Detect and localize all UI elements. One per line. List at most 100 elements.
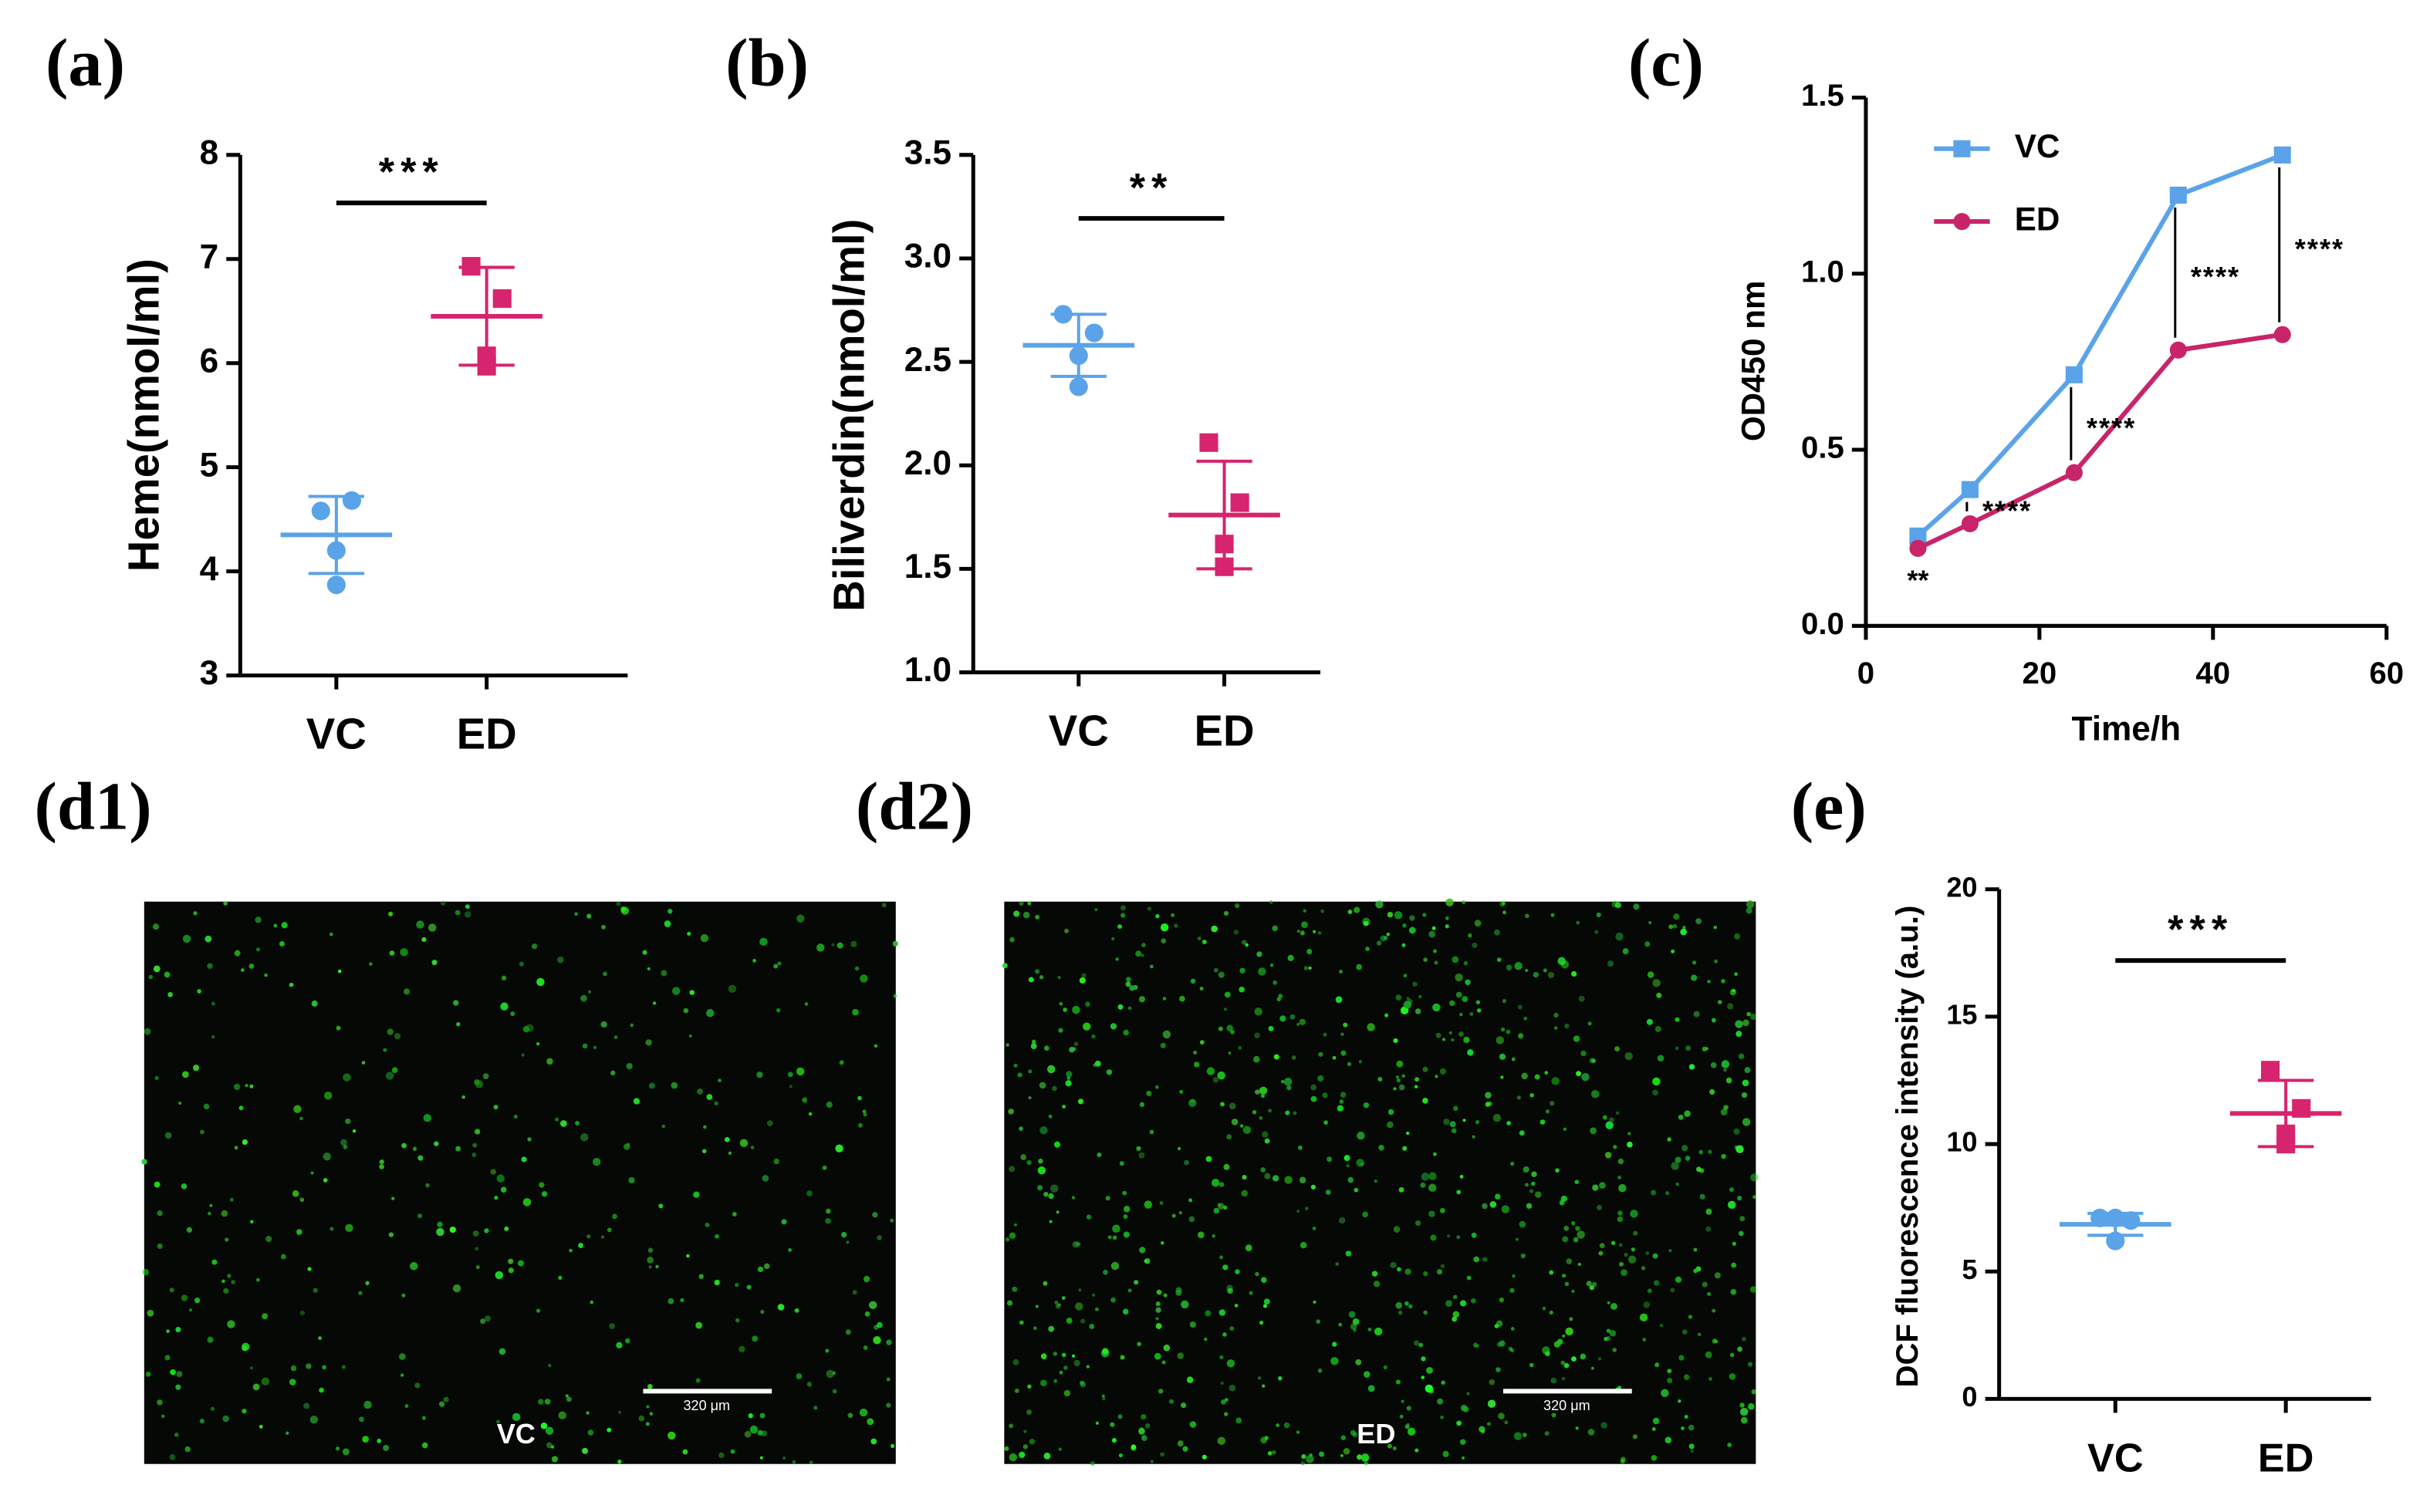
cell [1571, 1220, 1576, 1226]
cell [1235, 903, 1240, 909]
cell [1332, 1342, 1337, 1347]
cell [1027, 1384, 1032, 1389]
cell [1138, 996, 1146, 1003]
cell [569, 1248, 573, 1253]
cell [1472, 1135, 1475, 1139]
cell [290, 1365, 297, 1372]
cell [1352, 1318, 1360, 1325]
cell [1287, 954, 1294, 961]
cell [1610, 1303, 1617, 1310]
cell [1618, 1261, 1624, 1267]
cell [1375, 900, 1384, 909]
cell [667, 1298, 674, 1304]
cell [1043, 1281, 1048, 1286]
cell [1607, 960, 1614, 967]
cell [299, 1197, 305, 1203]
cell [781, 1219, 787, 1225]
significance-label: **** [2087, 412, 2136, 444]
cell [886, 1402, 891, 1408]
cell [1573, 1035, 1580, 1042]
cell [299, 1310, 305, 1316]
cell [1038, 1158, 1043, 1164]
cell [1590, 1366, 1595, 1370]
cell [1131, 1444, 1137, 1450]
cell [759, 937, 768, 947]
cell [1599, 1243, 1605, 1249]
cell [590, 1300, 594, 1304]
cell [1193, 1061, 1200, 1068]
cell [804, 1002, 809, 1006]
cell [1705, 1351, 1712, 1358]
cell [1533, 971, 1539, 978]
cell [1446, 1234, 1451, 1238]
cell [1340, 1453, 1344, 1458]
cell [1551, 1412, 1556, 1418]
cell [1348, 1311, 1356, 1318]
cell [455, 910, 461, 916]
cell [1347, 1061, 1352, 1067]
cell [620, 906, 627, 913]
cell [1617, 1216, 1624, 1223]
cell [1219, 1255, 1224, 1260]
cell [404, 1404, 409, 1409]
cell [1714, 1339, 1719, 1344]
cell [680, 1298, 684, 1303]
panel-label: (c) [1628, 25, 1704, 101]
cell [1695, 918, 1702, 925]
cell [1117, 1414, 1123, 1419]
cell [1498, 1412, 1505, 1419]
cell [1023, 1429, 1027, 1433]
cell [1012, 1358, 1019, 1365]
significance-label: **** [2295, 233, 2344, 265]
cell [1652, 1417, 1660, 1425]
cell [167, 992, 173, 997]
cell [292, 1190, 299, 1197]
cell [1678, 1399, 1681, 1403]
cell [443, 1396, 449, 1402]
y-tick-label: 2.5 [904, 341, 951, 379]
cell [1356, 964, 1362, 970]
cell [181, 1183, 188, 1190]
cell [1445, 898, 1454, 907]
cell [1397, 1267, 1401, 1272]
cell [1182, 1446, 1188, 1452]
cell [1434, 960, 1438, 965]
cell [1364, 1461, 1368, 1466]
cell [1303, 966, 1309, 970]
cell [519, 961, 525, 967]
cell [439, 1401, 445, 1407]
cell [1223, 1205, 1228, 1210]
cell [1205, 1310, 1212, 1317]
cell [1158, 1389, 1164, 1394]
cell [1473, 1342, 1479, 1348]
panel-label: (b) [725, 25, 809, 101]
cell [1028, 1096, 1032, 1100]
cell [264, 973, 268, 977]
cell [624, 1143, 630, 1150]
cell [1599, 1182, 1606, 1189]
cell [1154, 1352, 1161, 1360]
cell [683, 1007, 689, 1014]
cell [1363, 920, 1369, 926]
cell [1550, 913, 1555, 917]
cell [852, 1008, 859, 1016]
cell [1258, 967, 1266, 976]
cell [860, 974, 868, 983]
cell [1272, 1175, 1279, 1182]
cell [1110, 1261, 1120, 1271]
cell [1698, 1149, 1704, 1155]
significance-label: ** [1130, 166, 1174, 211]
cell [1338, 1217, 1346, 1224]
cell [558, 1411, 566, 1419]
cell [252, 1383, 260, 1391]
cell [1383, 1365, 1387, 1370]
cell [1343, 1022, 1348, 1028]
cell [1355, 1358, 1362, 1365]
cell [1501, 1205, 1510, 1213]
cell [1560, 1360, 1566, 1365]
cell [1022, 911, 1030, 919]
cell [1178, 1211, 1182, 1215]
cell [1590, 1127, 1597, 1135]
cell [1437, 1004, 1441, 1009]
cell [485, 1315, 491, 1322]
